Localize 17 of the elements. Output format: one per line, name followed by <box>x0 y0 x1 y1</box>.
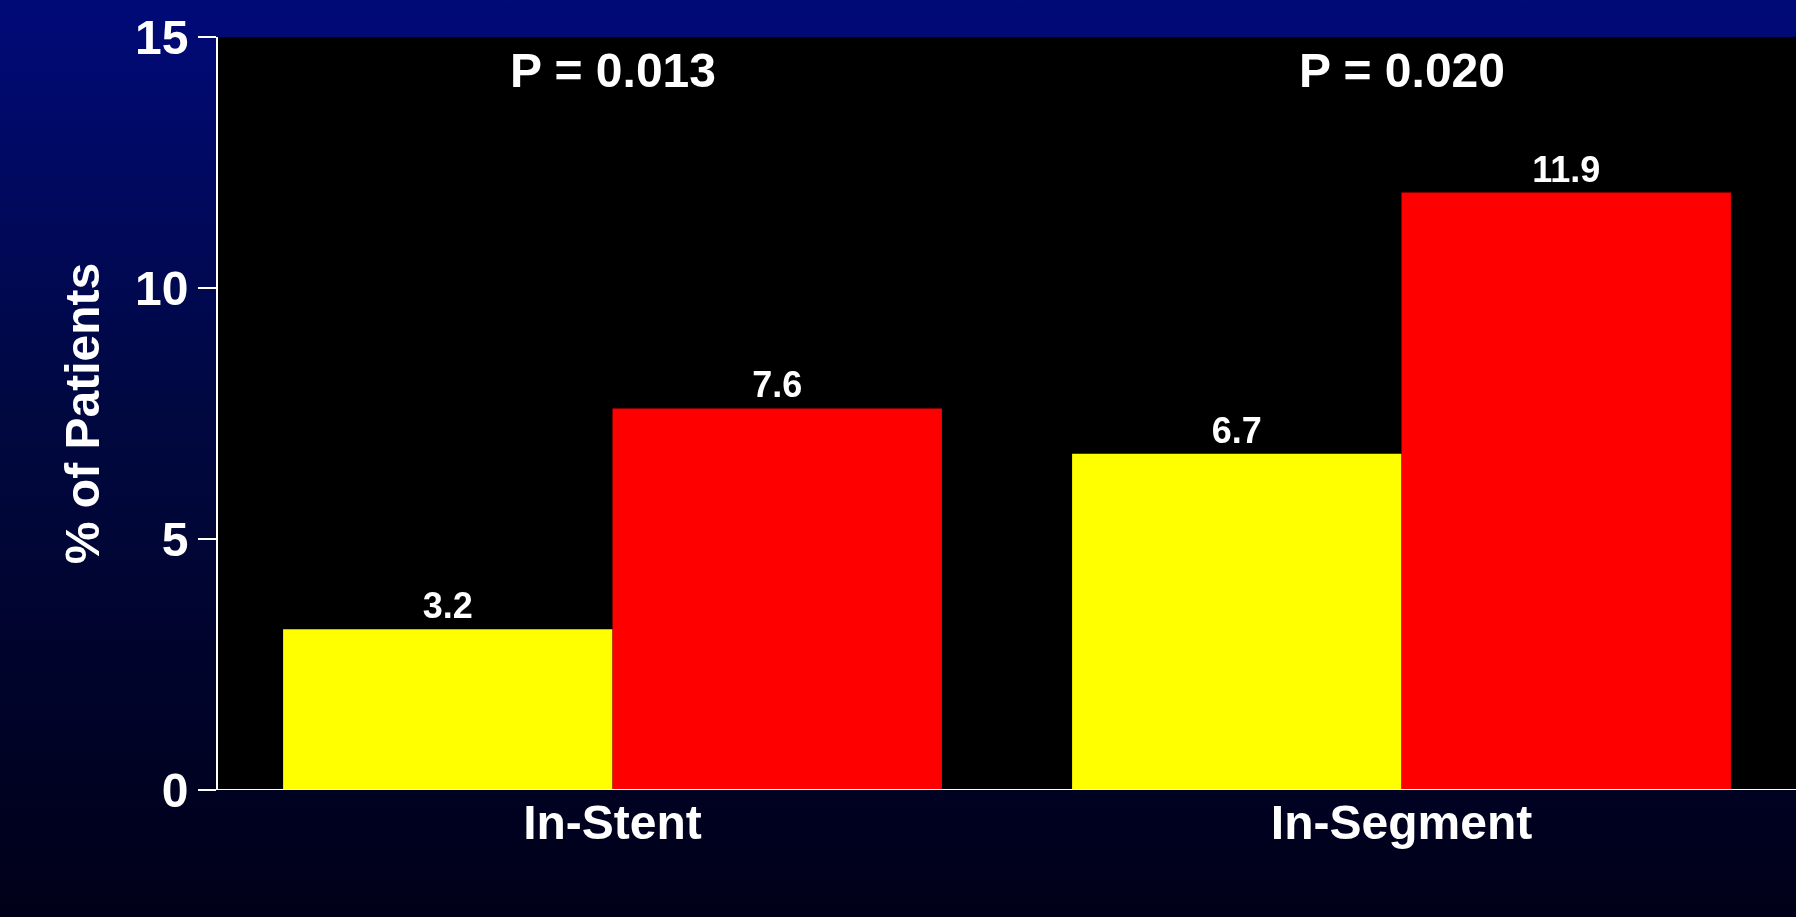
data-label: 6.7 <box>1211 409 1262 451</box>
annotation: P = 0.020 <box>1299 44 1505 97</box>
data-label: 3.2 <box>422 585 473 627</box>
bar <box>1072 453 1402 790</box>
bar <box>283 629 613 790</box>
data-label: 7.6 <box>752 364 803 406</box>
y-tick-label: 10 <box>135 261 189 315</box>
y-tick-label: 15 <box>135 10 189 64</box>
y-tick-label: 5 <box>161 512 189 566</box>
x-tick-label: In-Segment <box>1270 796 1533 849</box>
y-tick-label: 0 <box>161 763 189 817</box>
bar <box>1401 192 1731 790</box>
annotation: P = 0.013 <box>510 44 716 97</box>
x-tick-label: In-Stent <box>523 796 702 849</box>
y-axis-title: % of Patients <box>56 262 110 565</box>
data-label: 11.9 <box>1532 148 1601 190</box>
bar <box>612 408 942 790</box>
